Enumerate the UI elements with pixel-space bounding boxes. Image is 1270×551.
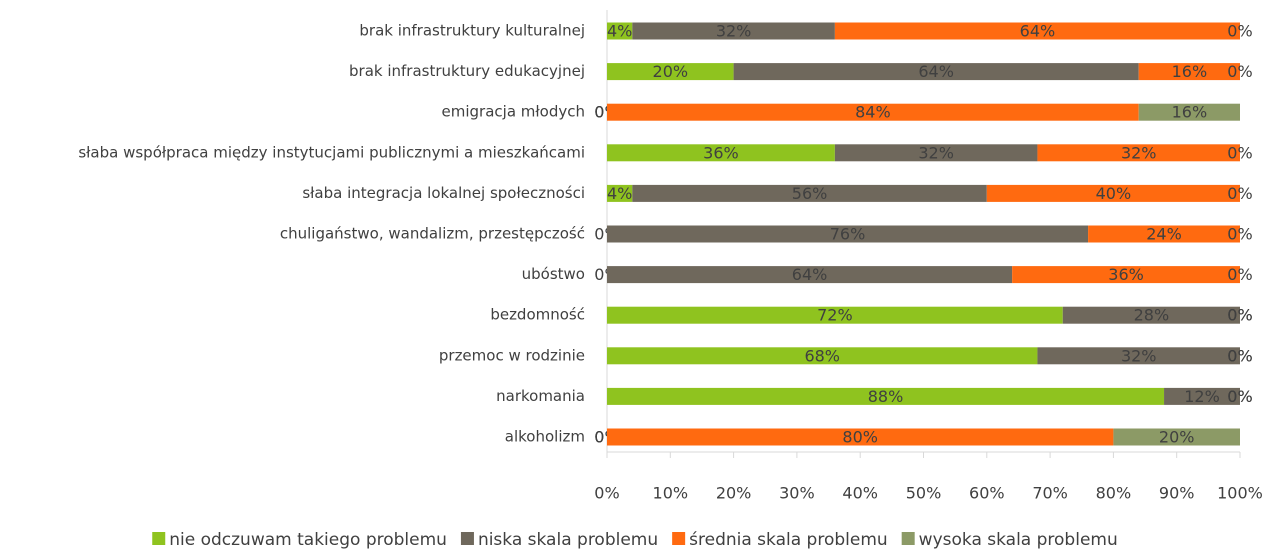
legend-label: średnia skala problemu [689, 530, 888, 550]
x-tick-label: 60% [969, 484, 1005, 503]
bar-segment [607, 306, 1063, 324]
data-label: 64% [918, 62, 954, 81]
legend-swatch [901, 532, 915, 545]
data-label: 0% [1227, 265, 1252, 284]
bar-segment [1037, 347, 1240, 365]
data-label: 4% [607, 184, 632, 203]
bar-segment [607, 63, 734, 81]
x-tick-label: 0% [594, 484, 619, 503]
data-label: 0% [1227, 387, 1252, 406]
data-label: 16% [1172, 62, 1208, 81]
bar-segment [607, 266, 1013, 284]
data-label: 4% [607, 22, 632, 41]
bar-segment [607, 347, 1038, 365]
data-label: 68% [804, 346, 840, 365]
category-label: przemoc w rodzinie [439, 346, 585, 364]
category-label: emigracja młodych [442, 103, 585, 121]
category-label: alkoholizm [505, 428, 585, 446]
legend-label: nie odczuwam takiego problemu [169, 530, 447, 550]
data-label: 0% [1227, 22, 1252, 41]
bar-segment [632, 22, 835, 40]
data-label: 36% [703, 143, 739, 162]
data-label: 16% [1172, 103, 1208, 122]
bar-segment [607, 225, 1089, 243]
data-label: 76% [830, 225, 866, 244]
x-tick-label: 90% [1159, 484, 1195, 503]
data-label: 20% [653, 62, 689, 81]
bar-segment [1012, 266, 1240, 284]
x-tick-label: 50% [906, 484, 942, 503]
data-label: 36% [1108, 265, 1144, 284]
bar-segment [607, 184, 633, 202]
data-label: 32% [918, 143, 954, 162]
bar-segment [834, 144, 1038, 162]
data-label: 0% [1227, 225, 1252, 244]
data-label: 0% [1227, 184, 1252, 203]
data-label: 32% [716, 22, 752, 41]
data-label: 72% [817, 306, 853, 325]
bar-segment [986, 184, 1240, 202]
data-label: 28% [1134, 306, 1170, 325]
data-label: 0% [1227, 306, 1252, 325]
data-label: 32% [1121, 346, 1157, 365]
legend-swatch [460, 532, 474, 545]
category-label: brak infrastruktury edukacyjnej [349, 62, 585, 80]
bar-segment [834, 22, 1240, 40]
data-label: 0% [1227, 306, 1252, 325]
bar-segment [1113, 428, 1240, 446]
data-label: 24% [1146, 225, 1182, 244]
legend-label: wysoka skala problemu [919, 530, 1118, 550]
bar-segment [1164, 387, 1240, 405]
x-tick-label: 100% [1217, 484, 1263, 503]
category-label: chuligaństwo, wandalizm, przestępczość [280, 225, 585, 243]
bar-segment [1037, 144, 1240, 162]
category-label: bezdomność [490, 306, 585, 324]
bar-segment [607, 428, 1114, 446]
bar-segment [607, 144, 835, 162]
category-label: brak infrastruktury kulturalnej [359, 22, 585, 40]
data-label: 88% [868, 387, 904, 406]
bar-segment [733, 63, 1139, 81]
x-tick-label: 10% [653, 484, 689, 503]
x-tick-label: 30% [779, 484, 815, 503]
bar-segment [607, 387, 1165, 405]
data-label: 56% [792, 184, 828, 203]
x-tick-label: 20% [716, 484, 752, 503]
category-label: narkomania [496, 387, 585, 405]
bar-segment [607, 103, 1139, 121]
data-label: 20% [1159, 428, 1195, 447]
bar-segment [1062, 306, 1240, 324]
category-label: słaba współpraca między instytucjami pub… [78, 143, 585, 161]
legend-label: niska skala problemu [478, 530, 658, 550]
data-label: 64% [792, 265, 828, 284]
data-label: 84% [855, 103, 891, 122]
data-label: 64% [1020, 22, 1056, 41]
x-tick-label: 70% [1032, 484, 1068, 503]
data-label: 32% [1121, 143, 1157, 162]
data-label: 0% [1227, 346, 1252, 365]
x-tick-label: 40% [842, 484, 878, 503]
data-label: 40% [1096, 184, 1132, 203]
x-tick-label: 80% [1096, 484, 1132, 503]
data-label: 0% [1227, 143, 1252, 162]
category-label: ubóstwo [522, 265, 585, 283]
data-label: 0% [1227, 346, 1252, 365]
bar-segment [607, 22, 633, 40]
category-label: słaba integracja lokalnej społeczności [302, 184, 585, 202]
data-label: 0% [1227, 387, 1252, 406]
bar-segment [1138, 63, 1240, 81]
bar-segment [632, 184, 987, 202]
data-label: 0% [1227, 62, 1252, 81]
legend-swatch [152, 532, 166, 545]
bar-segment [1138, 103, 1240, 121]
data-label: 12% [1184, 387, 1220, 406]
data-label: 80% [842, 428, 878, 447]
bar-segment [1088, 225, 1240, 243]
legend-swatch [672, 532, 686, 545]
